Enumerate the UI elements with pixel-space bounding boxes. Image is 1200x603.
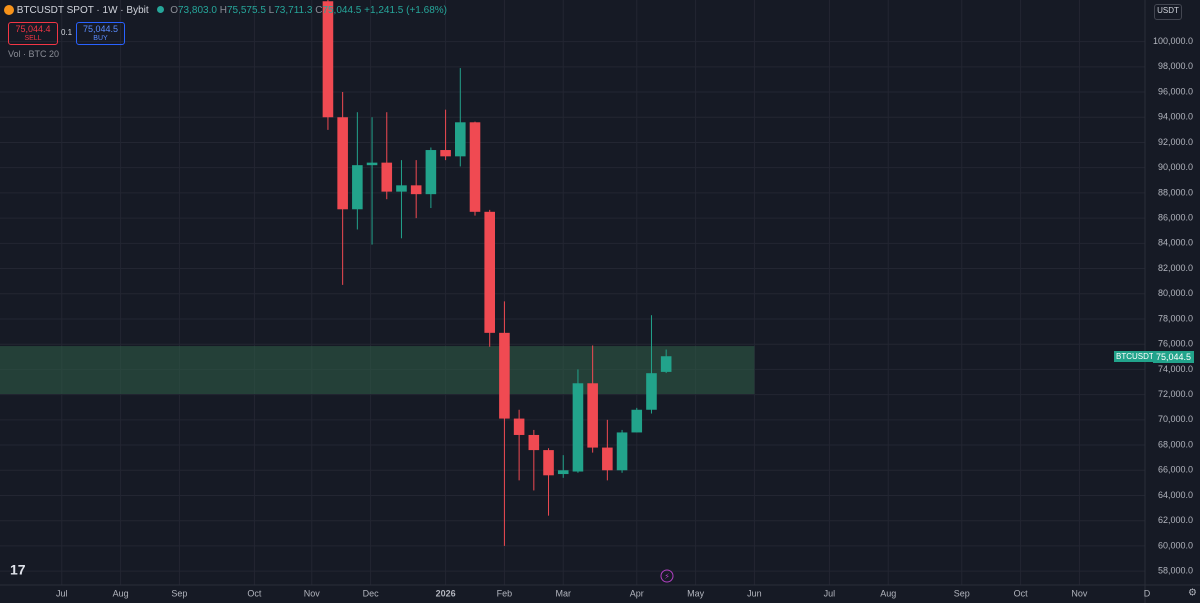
y-tick-label: 62,000.0 (1158, 515, 1193, 525)
candle-body (543, 450, 554, 476)
y-tick-label: 92,000.0 (1158, 137, 1193, 147)
price-tag: 75,044.5 (1153, 351, 1195, 363)
buy-label: BUY (93, 35, 108, 42)
price-axis-bg (1145, 0, 1200, 603)
sell-label: SELL (24, 35, 42, 42)
y-tick-label: 98,000.0 (1158, 61, 1193, 71)
volume-label[interactable]: Vol · BTC 20 (8, 49, 60, 59)
event-icon[interactable] (660, 569, 674, 583)
x-tick-label: Sep (954, 588, 970, 598)
y-tick-label: 64,000.0 (1158, 490, 1193, 500)
candle-body (440, 150, 451, 157)
x-tick-label: Feb (497, 588, 513, 598)
candle-body (513, 418, 525, 435)
x-tick-label: Jul (824, 588, 836, 598)
y-tick-label: 80,000.0 (1158, 288, 1193, 298)
candle-body (322, 1, 334, 118)
candle-body (557, 470, 569, 475)
candle-body (660, 356, 672, 372)
candle-body (646, 373, 657, 410)
candle-body (366, 162, 378, 166)
y-tick-label: 96,000.0 (1158, 86, 1193, 96)
y-tick-label: 60,000.0 (1158, 540, 1193, 550)
y-tick-label: 94,000.0 (1158, 112, 1193, 122)
y-tick-label: 76,000.0 (1158, 339, 1193, 349)
zone (0, 346, 755, 394)
ohlc-label: H (219, 5, 227, 16)
candle-body (499, 332, 510, 419)
x-tick-label: Jul (56, 588, 68, 598)
event-icon-glyph: ⚡ (664, 572, 670, 581)
candle-body (616, 432, 628, 471)
y-tick-label: 68,000.0 (1158, 439, 1193, 449)
ohlc-label: C (315, 5, 323, 16)
x-tick-label: Apr (630, 588, 644, 598)
price-tag-symbol: BTCUSDT (1114, 351, 1156, 362)
x-tick-label: Nov (1071, 588, 1088, 598)
y-tick-label: 72,000.0 (1158, 389, 1193, 399)
x-tick-label: Oct (1014, 588, 1029, 598)
y-tick-label: 100,000.0 (1153, 36, 1193, 46)
candle-body (602, 447, 613, 471)
x-tick-label: May (687, 588, 705, 598)
y-tick-label: 74,000.0 (1158, 364, 1193, 374)
ohlc-label: L (268, 5, 275, 16)
y-tick-label: 58,000.0 (1158, 566, 1193, 576)
y-tick-label: 84,000.0 (1158, 238, 1193, 248)
header: BTCUSDT SPOT · 1W · Bybit O73,803.0 H75,… (4, 5, 447, 16)
x-tick-label: Oct (247, 588, 262, 598)
ohlc-value: 73,711.3 (274, 5, 313, 16)
x-tick-label: 2026 (436, 588, 456, 598)
candle-body (455, 122, 466, 157)
status-dot (157, 6, 165, 13)
candle-body (587, 383, 598, 448)
quantity[interactable]: 0.1 (61, 28, 73, 37)
y-tick-label: 78,000.0 (1158, 313, 1193, 323)
ohlc-value: 73,803.0 (178, 5, 217, 16)
sell-button[interactable]: 75,044.4 SELL (8, 22, 58, 45)
buy-button[interactable]: 75,044.5 BUY (76, 22, 125, 45)
settings-icon[interactable]: ⚙ (1188, 588, 1197, 599)
candle-body (381, 162, 393, 192)
y-tick-label: 82,000.0 (1158, 263, 1193, 273)
x-tick-label: Jun (747, 588, 762, 598)
candle-body (396, 185, 407, 192)
symbol[interactable]: BTCUSDT SPOT · 1W · Bybit (16, 5, 149, 16)
x-tick-label: Sep (171, 588, 187, 598)
y-tick-label: 66,000.0 (1158, 465, 1193, 475)
y-tick-label: 90,000.0 (1158, 162, 1193, 172)
x-tick-label: Aug (880, 588, 896, 598)
x-tick-label: D (1144, 588, 1151, 598)
candle-body (469, 122, 481, 212)
ohlc-value: 75,575.5 (226, 5, 266, 16)
candle-body (631, 409, 643, 433)
ohlc-label: O (170, 5, 178, 16)
sell-price: 75,044.4 (15, 24, 51, 34)
ohlc-value: 75,044.5 (322, 5, 362, 16)
coin-icon (4, 5, 14, 16)
candle-body (337, 117, 348, 210)
buy-price: 75,044.5 (82, 24, 119, 34)
x-tick-label: Mar (555, 588, 571, 598)
candle-body (410, 185, 422, 195)
candle-body (352, 165, 363, 210)
x-tick-label: Aug (113, 588, 129, 598)
y-tick-label: 70,000.0 (1158, 414, 1193, 424)
candle-body (425, 150, 437, 195)
candle-body (484, 211, 495, 333)
x-tick-label: Dec (363, 588, 380, 598)
logo[interactable]: 17 (10, 562, 26, 578)
candle-body (528, 434, 540, 451)
x-tick-label: Nov (304, 588, 321, 598)
candle-body (572, 383, 584, 472)
change: +1,241.5 (+1.68%) (364, 5, 447, 16)
y-tick-label: 88,000.0 (1158, 187, 1193, 197)
currency[interactable]: USDT (1154, 4, 1182, 20)
y-tick-label: 86,000.0 (1158, 212, 1193, 222)
